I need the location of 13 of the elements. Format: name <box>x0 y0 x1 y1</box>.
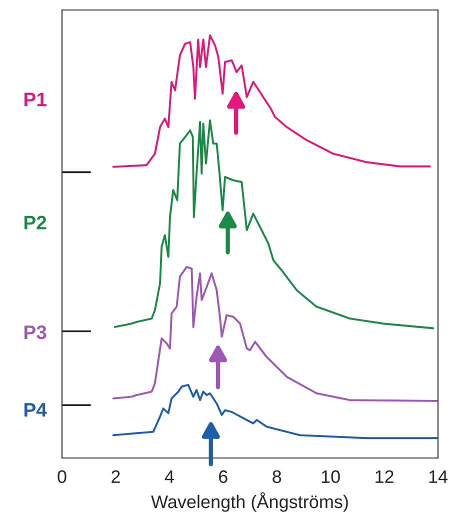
x-axis-title: Wavelength (Ångströms) <box>151 492 348 512</box>
x-tick-label: 2 <box>112 470 120 483</box>
text: P3 <box>24 325 46 340</box>
x-tick-label: 6 <box>219 470 228 484</box>
x-tick-label: 12 <box>376 470 394 483</box>
text: P4 <box>24 403 47 417</box>
x-tick-label: 14 <box>429 470 448 483</box>
text: P1 <box>24 92 46 106</box>
text: P2 <box>24 216 46 230</box>
x-tick-label: 8 <box>272 470 282 484</box>
x-tick-label: 4 <box>164 470 174 483</box>
x-tick-label: 0 <box>58 470 66 484</box>
x-tick-label: 10 <box>322 470 340 484</box>
